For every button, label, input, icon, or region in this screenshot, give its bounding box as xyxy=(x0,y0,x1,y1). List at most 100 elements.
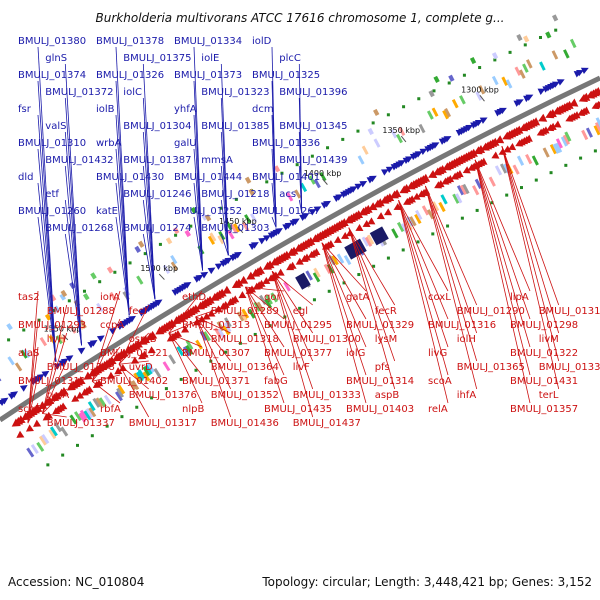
scale-tick-line xyxy=(400,135,407,143)
forward-gene-label: yhfA xyxy=(174,104,197,115)
feature-block xyxy=(595,117,600,128)
reverse-gene-arrow xyxy=(33,404,43,413)
reverse-gene-arrow xyxy=(341,231,350,239)
forward-gene-label: dcm xyxy=(252,104,274,115)
feature-block xyxy=(552,143,560,154)
reverse-gene-arrow xyxy=(45,411,54,419)
feature-block xyxy=(542,147,550,158)
reverse-gene-arrow xyxy=(475,145,486,154)
feature-block xyxy=(585,127,593,138)
reverse-gene-arrow xyxy=(541,126,550,134)
leader-line xyxy=(142,131,156,300)
leader-line xyxy=(271,270,313,306)
leader-line xyxy=(474,159,531,348)
forward-gene-label: BMULJ_01252 xyxy=(174,206,242,217)
track-tick xyxy=(538,35,542,39)
leader-line xyxy=(27,374,39,424)
forward-gene-arrow xyxy=(65,355,74,363)
track-tick xyxy=(356,129,360,133)
feature-block xyxy=(488,176,496,187)
reverse-gene-label: BMULJ_01330 xyxy=(539,362,600,373)
reverse-gene-label: uvrD xyxy=(129,362,153,373)
forward-gene-label: BMULJ_01304 xyxy=(123,121,191,132)
leader-line xyxy=(168,333,203,404)
tick-marks xyxy=(7,28,597,467)
feature-block xyxy=(136,275,144,285)
feature-block xyxy=(366,234,375,245)
forward-gene-arrow xyxy=(323,200,332,208)
forward-gene-arrow xyxy=(525,94,534,101)
feature-block xyxy=(455,193,463,204)
feature-block xyxy=(523,35,530,43)
leader-line xyxy=(501,146,560,334)
forward-gene-label: BMULJ_01374 xyxy=(18,70,86,81)
forward-gene-label: fsr xyxy=(18,104,32,115)
track-tick xyxy=(37,318,41,322)
feature-block xyxy=(474,178,482,189)
forward-gene-arrow xyxy=(301,213,310,220)
leader-line xyxy=(118,360,149,365)
feature-block xyxy=(516,155,525,166)
feature-block xyxy=(438,201,446,213)
track-tick xyxy=(564,163,568,167)
leader-line xyxy=(42,413,67,418)
feature-block xyxy=(431,107,439,117)
reverse-gene-label: BMULJ_01437 xyxy=(293,418,361,429)
feature-block xyxy=(305,270,313,281)
track-tick xyxy=(460,216,464,220)
track-tick xyxy=(508,50,512,54)
chromosome-backbone xyxy=(0,75,600,423)
reverse-gene-arrow xyxy=(596,99,600,107)
leader-line xyxy=(424,185,478,362)
feature-block xyxy=(39,337,48,347)
reverse-gene-arrow xyxy=(375,198,385,207)
feature-block xyxy=(6,323,13,331)
reverse-gene-arrow xyxy=(428,169,438,178)
reverse-gene-arrow xyxy=(385,193,395,201)
feature-block xyxy=(137,369,146,380)
reverse-gene-label: qor xyxy=(264,292,281,303)
leader-line xyxy=(220,233,229,256)
reverse-gene-arrow xyxy=(302,253,311,261)
reverse-gene-label: BMULJ_01289 xyxy=(211,306,279,317)
reverse-gene-arrow xyxy=(479,157,488,165)
leader-line xyxy=(474,159,531,376)
feature-block xyxy=(581,129,589,141)
feature-block xyxy=(491,75,499,86)
forward-gene-label: BMULJ_01267 xyxy=(252,206,320,217)
forward-gene-arrow xyxy=(479,117,488,124)
reverse-gene-arrow xyxy=(202,312,211,320)
leader-line xyxy=(92,374,121,382)
reverse-gene-arrow xyxy=(167,319,177,328)
track-tick xyxy=(519,186,523,190)
reverse-gene-arrow xyxy=(289,246,299,255)
forward-gene-label: wrbA xyxy=(96,138,122,149)
track-tick xyxy=(22,328,26,332)
feature-block xyxy=(217,328,226,339)
forward-gene-label: BMULJ_01385 xyxy=(201,121,269,132)
leader-line xyxy=(195,316,231,334)
forward-gene-arrow xyxy=(381,169,389,176)
forward-gene-arrow xyxy=(431,142,440,149)
leader-line xyxy=(348,227,396,306)
leader-line xyxy=(398,200,449,320)
track-tick xyxy=(234,197,238,201)
feature-block xyxy=(525,59,533,69)
feature-block xyxy=(562,134,570,145)
track-tick xyxy=(189,224,193,228)
track-tick xyxy=(143,252,147,256)
reverse-gene-arrow xyxy=(569,98,579,107)
reverse-gene-arrow xyxy=(462,166,471,174)
map-title: Burkholderia multivorans ATCC 17616 chro… xyxy=(96,11,505,25)
forward-gene-arrow xyxy=(537,88,546,95)
feature-block xyxy=(319,172,327,182)
feature-block xyxy=(23,348,31,358)
reverse-gene-arrow xyxy=(553,120,562,128)
leader-line xyxy=(142,199,156,300)
feature-block xyxy=(514,66,522,76)
leader-line xyxy=(348,227,396,362)
feature-block xyxy=(185,344,194,355)
reverse-gene-label: livH xyxy=(47,334,66,345)
feature-block xyxy=(433,75,440,83)
